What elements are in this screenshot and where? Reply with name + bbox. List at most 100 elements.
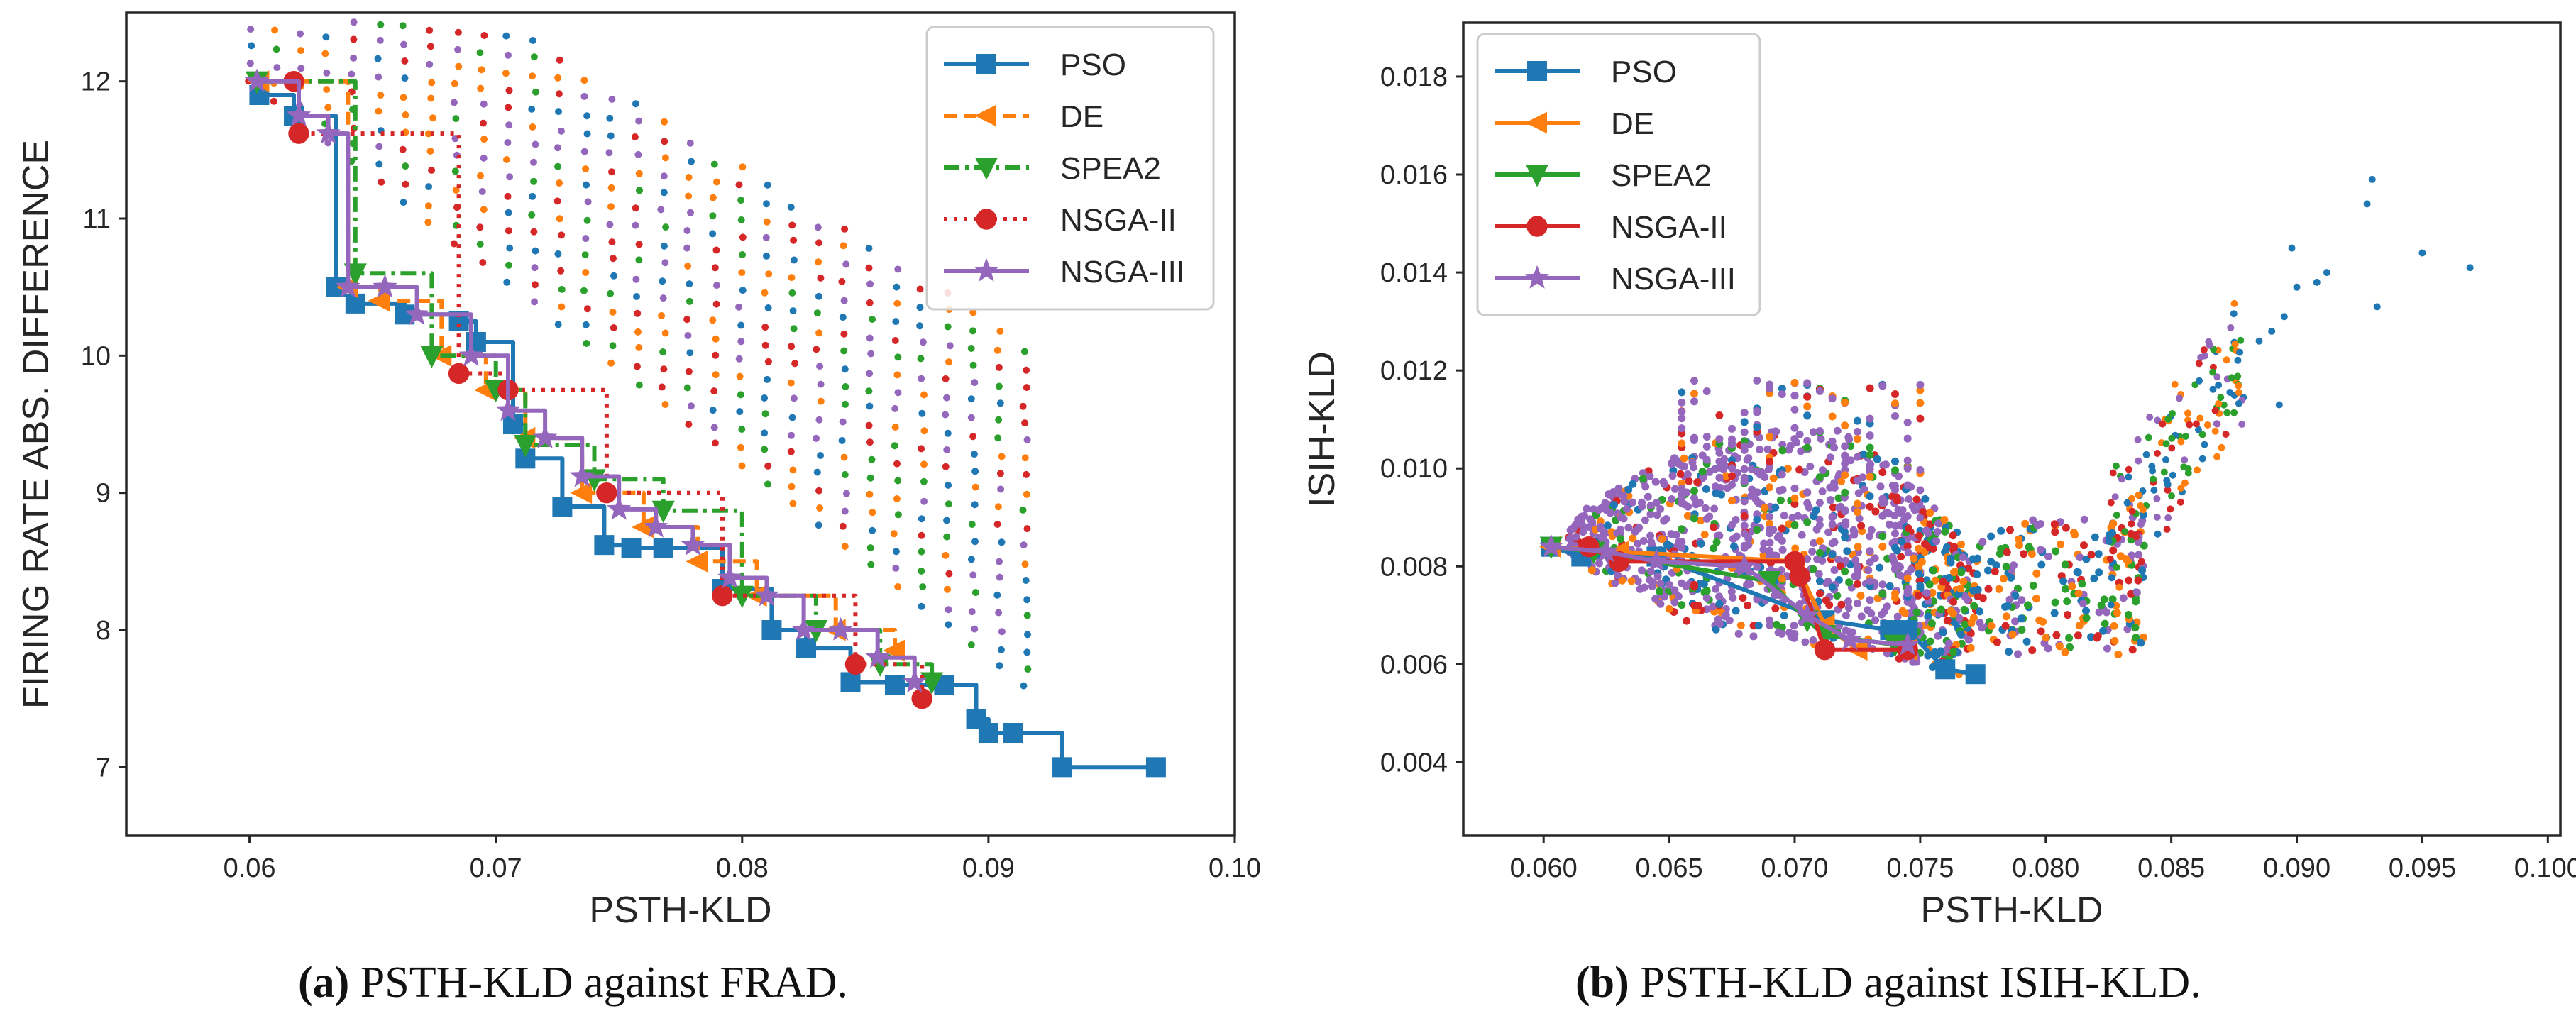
scatter-point (2180, 463, 2188, 471)
scatter-point (1678, 490, 1686, 499)
scatter-point (402, 162, 409, 170)
scatter-point (2109, 469, 2117, 477)
scatter-point (2184, 409, 2191, 417)
scatter-point (1021, 560, 1029, 568)
scatter-point (737, 321, 745, 329)
scatter-point (1893, 612, 1902, 621)
scatter-point (735, 355, 743, 363)
scatter-point (2149, 467, 2157, 475)
scatter-point (1629, 534, 1637, 543)
scatter-point (2201, 441, 2208, 448)
scatter-point (2127, 590, 2135, 598)
scatter-point (1697, 516, 1705, 525)
scatter-point (711, 264, 719, 272)
scatter-point (480, 206, 488, 214)
scatter-point (1937, 605, 1945, 614)
scatter-point (1846, 456, 1855, 465)
scatter-point (1878, 610, 1886, 619)
scatter-point (1740, 428, 1749, 436)
scatter-point (866, 334, 874, 342)
data-area (1539, 175, 2474, 685)
scatter-point (2002, 563, 2010, 571)
scatter-point (1690, 397, 1698, 406)
scatter-point (1646, 531, 1655, 540)
scatter-point (787, 379, 795, 387)
scatter-point (478, 66, 485, 74)
scatter-point (2235, 399, 2242, 407)
scatter-point (1882, 460, 1890, 469)
scatter-point (2125, 576, 2133, 585)
scatter-point (1685, 477, 1693, 485)
series-point-spea2 (1758, 571, 1781, 594)
scatter-point (479, 259, 487, 266)
y-tick-label: 0.012 (1380, 356, 1448, 386)
scatter-point (1993, 638, 2001, 646)
scatter-point (2255, 337, 2263, 345)
series-point-nsga-iii (865, 644, 890, 668)
scatter-point (502, 156, 510, 163)
scatter-point (659, 294, 667, 302)
scatter-point (1771, 503, 1780, 512)
scatter-point (1828, 412, 1837, 421)
scatter-point (2110, 622, 2118, 630)
scatter-point (2137, 558, 2145, 565)
scatter-point (1787, 632, 1795, 641)
scatter-point (1790, 405, 1799, 414)
y-tick-label: 0.014 (1380, 258, 1448, 288)
scatter-point (946, 342, 954, 350)
scatter-point (2203, 421, 2211, 429)
scatter-point (350, 54, 358, 62)
scatter-point (712, 246, 720, 254)
scatter-point (945, 570, 953, 578)
series-point-nsga-iii (404, 302, 429, 326)
scatter-point (608, 95, 616, 103)
scatter-point (1898, 607, 1907, 615)
scatter-point (2169, 410, 2176, 417)
scatter-point (1786, 441, 1795, 450)
scatter-point (636, 187, 643, 194)
scatter-point (451, 79, 458, 87)
scatter-point (868, 455, 876, 463)
scatter-point (635, 381, 643, 389)
scatter-point (763, 252, 770, 260)
scatter-point (607, 359, 615, 367)
scatter-point (246, 60, 254, 67)
scatter-point (2136, 639, 2145, 647)
scatter-point (530, 158, 537, 166)
scatter-point (1926, 509, 1934, 517)
scatter-point (2003, 548, 2011, 556)
x-tick-label: 0.090 (2263, 854, 2330, 883)
scatter-point (2051, 528, 2059, 536)
series-point-nsga-iii (244, 68, 270, 92)
caption-a-text: PSTH-KLD against FRAD. (349, 959, 848, 1007)
scatter-point (2087, 633, 2096, 641)
scatter-point (401, 57, 409, 65)
scatter-point (920, 477, 928, 485)
scatter-point (1715, 600, 1724, 608)
scatter-point (2146, 414, 2154, 421)
scatter-point (1904, 548, 1912, 557)
scatter-point (1754, 488, 1762, 497)
scatter-point (1853, 499, 1861, 508)
scatter-point (554, 144, 561, 152)
scatter-point (323, 69, 331, 77)
scatter-point (787, 448, 795, 455)
scatter-point (1744, 601, 1751, 609)
scatter-point (813, 468, 821, 476)
scatter-point (790, 325, 798, 333)
series-point-de (570, 482, 593, 504)
scatter-point (2163, 526, 2171, 533)
series-point-nsga-ii (596, 482, 617, 504)
scatter-point (712, 351, 720, 359)
scatter-point (1841, 507, 1849, 516)
series-point-nsga-iii (717, 565, 742, 589)
scatter-point (1761, 504, 1769, 512)
scatter-point (684, 332, 692, 339)
scatter-point (2082, 607, 2090, 615)
scatter-point (1939, 628, 1947, 636)
y-tick-label: 0.018 (1380, 62, 1448, 92)
scatter-point (1778, 390, 1786, 399)
scatter-point (2150, 475, 2157, 483)
scatter-point (582, 269, 590, 276)
chart-a: 0.06 0.07 0.08 0.09 0.10 7 8 9 10 11 12 PSTH-KLD FIR… (16, 11, 1261, 931)
